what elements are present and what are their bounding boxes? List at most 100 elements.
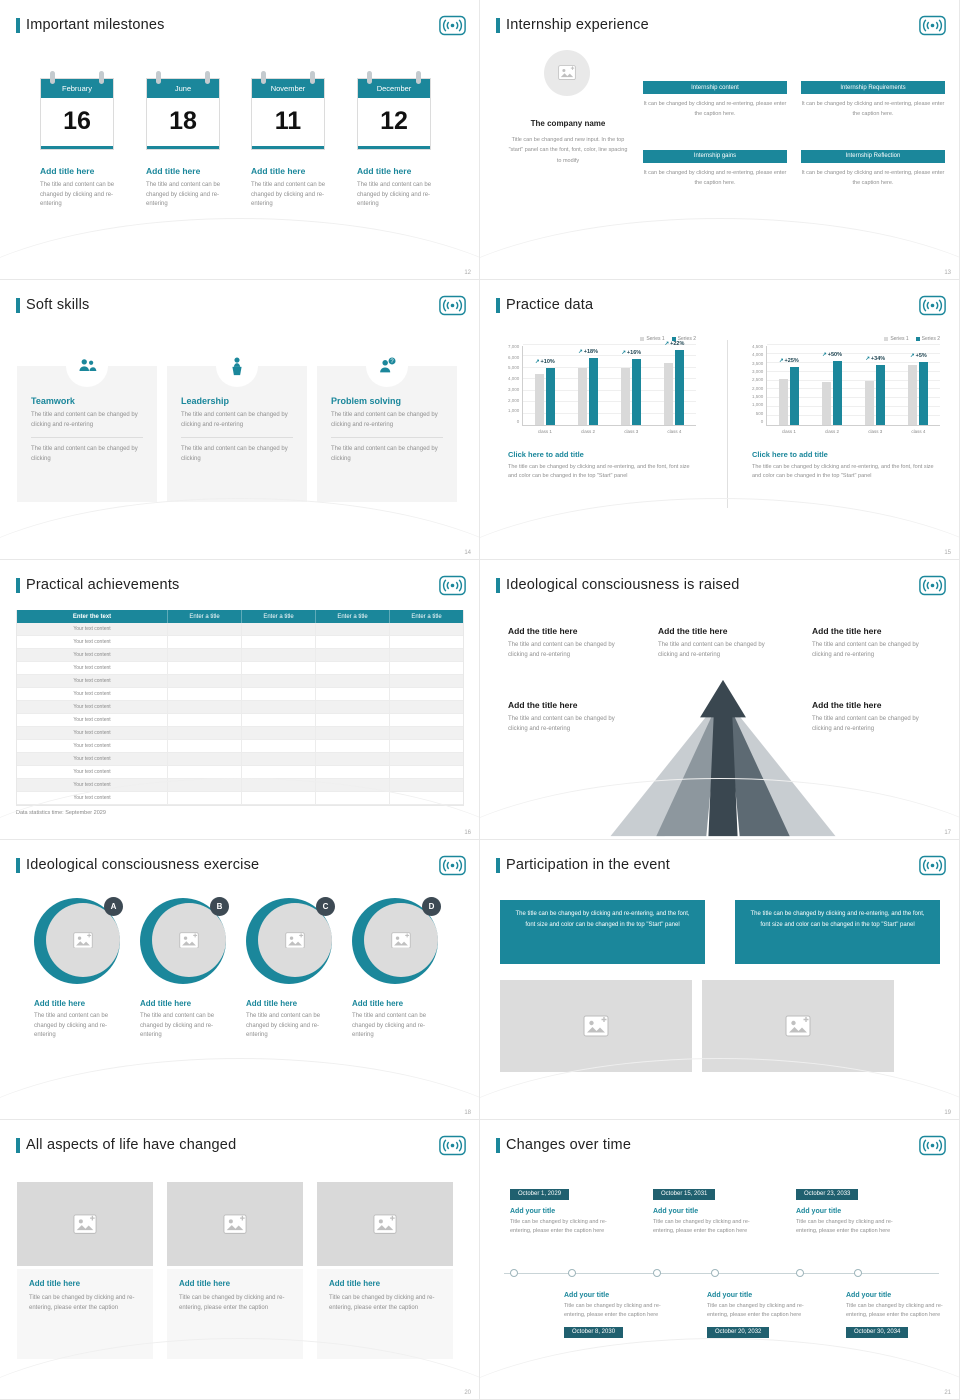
- y-tick-label: 7,000: [508, 344, 520, 349]
- slide-participation[interactable]: Participation in the event The title can…: [480, 840, 960, 1120]
- table-cell: Your text content: [73, 704, 111, 710]
- bar: [621, 367, 631, 425]
- y-tick-label: 5,000: [508, 365, 520, 371]
- calendar-clip: [416, 71, 421, 84]
- item-title: Add title here: [329, 1279, 381, 1288]
- skill-caption: The title and content can be changed by …: [31, 412, 138, 428]
- gridline: [767, 379, 940, 381]
- table-cell: Your text content: [73, 678, 111, 684]
- image-placeholder: [500, 980, 692, 1072]
- table-cell: [241, 792, 315, 804]
- y-tick-label: 2,000: [508, 397, 520, 403]
- internship-boxes: Internship content It can be changed by …: [643, 81, 945, 189]
- growth-label: +18%: [566, 349, 609, 355]
- image-placeholder-icon: [391, 931, 411, 949]
- y-tick-label: 1,000: [508, 408, 520, 414]
- item-caption: Title can be changed by clicking and re-…: [796, 1219, 893, 1235]
- table-cell: [389, 623, 463, 635]
- table-cell: [315, 662, 389, 674]
- category-label: class 3: [868, 429, 883, 434]
- date-chip: October 1, 2029: [510, 1188, 570, 1200]
- exercise-item: A Add title here The title and content c…: [34, 897, 132, 1041]
- table-cell: [315, 636, 389, 648]
- slide-changes-over-time[interactable]: Changes over time October 1, 2029 Add yo…: [480, 1120, 960, 1400]
- timeline-item-bottom: Add your title Title can be changed by c…: [846, 1284, 959, 1338]
- item-title: Add your title: [707, 1292, 753, 1299]
- table-cell: [167, 727, 241, 739]
- company-name: The company name: [530, 119, 606, 128]
- letter-badge: D: [422, 897, 441, 916]
- text-box: The title can be changed by clicking and…: [500, 900, 705, 964]
- date-chip: October 15, 2031: [653, 1188, 716, 1200]
- growth-label: +34%: [854, 356, 897, 362]
- category-label: class 2: [581, 429, 596, 434]
- bar-group: +50% class 2: [810, 346, 853, 434]
- calendar-card: February 16: [40, 71, 114, 150]
- table-cell: [167, 701, 241, 713]
- slide-title: Soft skills: [26, 297, 90, 313]
- timeline-line: [504, 1273, 939, 1274]
- y-tick-label: 1,000: [752, 402, 764, 408]
- life-card: Add title here Title can be changed by c…: [167, 1182, 303, 1359]
- growth-label: +22%: [653, 341, 696, 347]
- legend-swatch: [915, 337, 920, 341]
- item-title: Add title here: [357, 166, 412, 176]
- bar-group: +18% class 2: [566, 346, 609, 434]
- skill-icon-circle: ?: [366, 345, 408, 387]
- page-number: 14: [464, 550, 471, 556]
- table-cell: [241, 675, 315, 687]
- growth-label: +16%: [610, 350, 653, 356]
- slide-internship-experience[interactable]: Internship experience The company name T…: [480, 0, 960, 280]
- slide-practice-data[interactable]: Practice data Series 1 Series 2 7,000 6,000…: [480, 280, 960, 560]
- table-cell: [167, 675, 241, 687]
- table-cell: [315, 714, 389, 726]
- slide-practical-achievements[interactable]: Practical achievements Enter the text Ent…: [0, 560, 480, 840]
- block-caption: The title and content can be changed by …: [812, 716, 919, 733]
- skill-name: Problem solving: [331, 396, 402, 406]
- card-body: Add title here Title can be changed by c…: [167, 1269, 303, 1359]
- table-cell: [389, 675, 463, 687]
- table-cell: [241, 714, 315, 726]
- timeline-item-top: October 15, 2031 Add your title Title ca…: [653, 1182, 783, 1236]
- block-caption: The title and content can be changed by …: [508, 642, 615, 659]
- table-cell: [389, 649, 463, 661]
- item-title: Add title here: [246, 999, 298, 1008]
- table-cell: Your text content: [73, 756, 111, 762]
- exercise-item: B Add title here The title and content c…: [140, 897, 238, 1041]
- slide-header: Soft skills: [16, 297, 89, 313]
- bar: [865, 380, 875, 425]
- teamwork-icon: [79, 359, 97, 372]
- item-caption: The title and content can be changed by …: [357, 182, 432, 208]
- internship-box: Internship content It can be changed by …: [643, 81, 787, 120]
- chart-body: 7,0006,0005,0004,0003,0002,0001,0000+10%…: [508, 341, 696, 437]
- bars: [865, 365, 886, 425]
- bar: [919, 361, 929, 425]
- timeline-item-bottom: Add your title Title can be changed by c…: [564, 1284, 682, 1338]
- calendar-month: November: [252, 79, 324, 98]
- milestone-text: Add title here The title and content can…: [40, 166, 124, 210]
- y-axis: 7,000 6,000 5,000 4,000 3,000 2,000 1,000 0: [508, 344, 522, 424]
- timeline-node: [854, 1269, 862, 1277]
- skill-icon-circle: [66, 345, 108, 387]
- item-caption: Title can be changed by clicking and re-…: [707, 1303, 804, 1319]
- table-cell: [167, 649, 241, 661]
- timeline-node: [796, 1269, 804, 1277]
- slide-soft-skills[interactable]: Soft skills Teamwork The title and conte…: [0, 280, 480, 560]
- calendar-clip: [367, 71, 372, 84]
- slide-title: Practice data: [506, 297, 594, 313]
- slide-life-changed[interactable]: All aspects of life have changed Add tit…: [0, 1120, 480, 1400]
- slide-important-milestones[interactable]: Important milestones February 16 June 18…: [0, 0, 480, 280]
- category-label: class 2: [825, 429, 840, 434]
- calendar-month: June: [147, 79, 219, 98]
- sound-logo-icon: [919, 15, 946, 36]
- box-header: Internship Requirements: [801, 81, 945, 94]
- slide-ideological-exercise[interactable]: Ideological consciousness exercise A Add…: [0, 840, 480, 1120]
- bars: [822, 361, 843, 425]
- block-title: Add the title here: [812, 626, 882, 636]
- legend-item: Series 2: [915, 336, 940, 342]
- bars: [778, 367, 799, 425]
- calendar-month: February: [41, 79, 113, 98]
- slide-ideological-raised[interactable]: Ideological consciousness is raised Add …: [480, 560, 960, 840]
- table-cell: Your text content: [73, 782, 111, 788]
- timeline-item-bottom: Add your title Title can be changed by c…: [707, 1284, 825, 1338]
